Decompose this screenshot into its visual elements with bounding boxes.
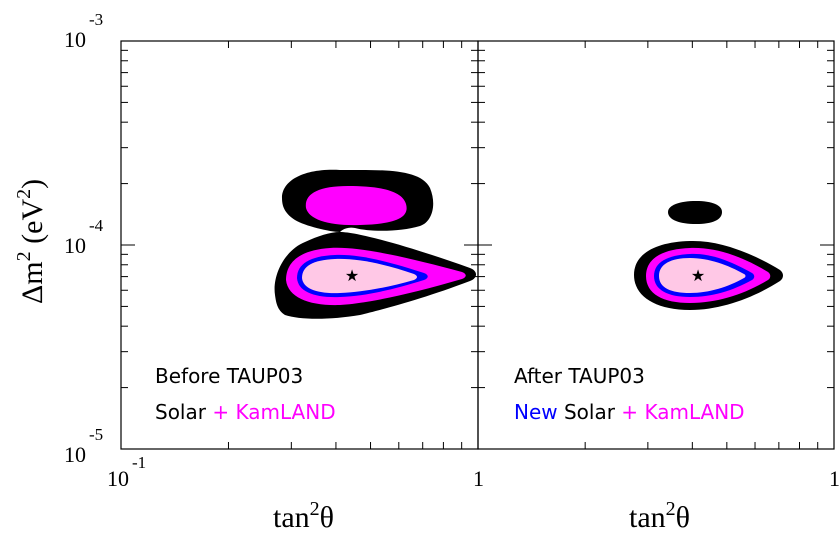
y-tick-base: 10: [64, 233, 86, 258]
legend-right-line1: After TAUP03: [514, 364, 645, 388]
y-tick-exp: -3: [89, 10, 103, 29]
axis-ticks: [120, 41, 835, 450]
y-tick-exp: -4: [89, 216, 104, 235]
x-tick-label-right-1: 1: [829, 466, 839, 491]
legend-part: KamLAND: [235, 400, 335, 424]
x-tick-base: 10: [107, 466, 129, 491]
left-kamland-region-upper: [305, 186, 407, 226]
panel-right-contours: [634, 201, 783, 310]
y-tick-label-top: 10 -3: [64, 10, 103, 52]
x-tick-label-left-1: 1: [473, 466, 484, 491]
legend-right-line2: New Solar + KamLAND: [514, 400, 745, 424]
legend-part: Solar: [558, 400, 616, 424]
y-tick-label-bottom: 10 -5: [64, 425, 103, 467]
legend-left-line2: Solar + KamLAND: [155, 400, 336, 424]
legend-part: New: [514, 400, 558, 424]
right-inner-region: [659, 258, 746, 293]
best-fit-star-left: ★: [345, 266, 359, 285]
x-tick-exp: -1: [132, 453, 146, 472]
legend-part: +: [615, 400, 644, 424]
legend-part: KamLAND: [644, 400, 744, 424]
x-axis-label-right: tan2θ: [629, 498, 690, 534]
x-tick-label-left-0.1: 10 -1: [107, 453, 146, 491]
y-tick-exp: -5: [89, 425, 103, 444]
x-axis-label-left: tan2θ: [273, 498, 334, 534]
right-outer-region-upper: [668, 201, 722, 224]
y-tick-base: 10: [64, 27, 86, 52]
y-axis-label: Δm2 (eV2): [13, 179, 49, 304]
left-inner-region: [302, 258, 417, 294]
y-tick-label-middle: 10 -4: [64, 216, 104, 258]
legend-part: +: [206, 400, 235, 424]
legend-part: Solar: [155, 400, 207, 424]
y-tick-base: 10: [64, 442, 86, 467]
panel-left-contours: [274, 169, 476, 319]
best-fit-star-right: ★: [691, 266, 705, 285]
legend-left-line1: Before TAUP03: [155, 364, 303, 388]
